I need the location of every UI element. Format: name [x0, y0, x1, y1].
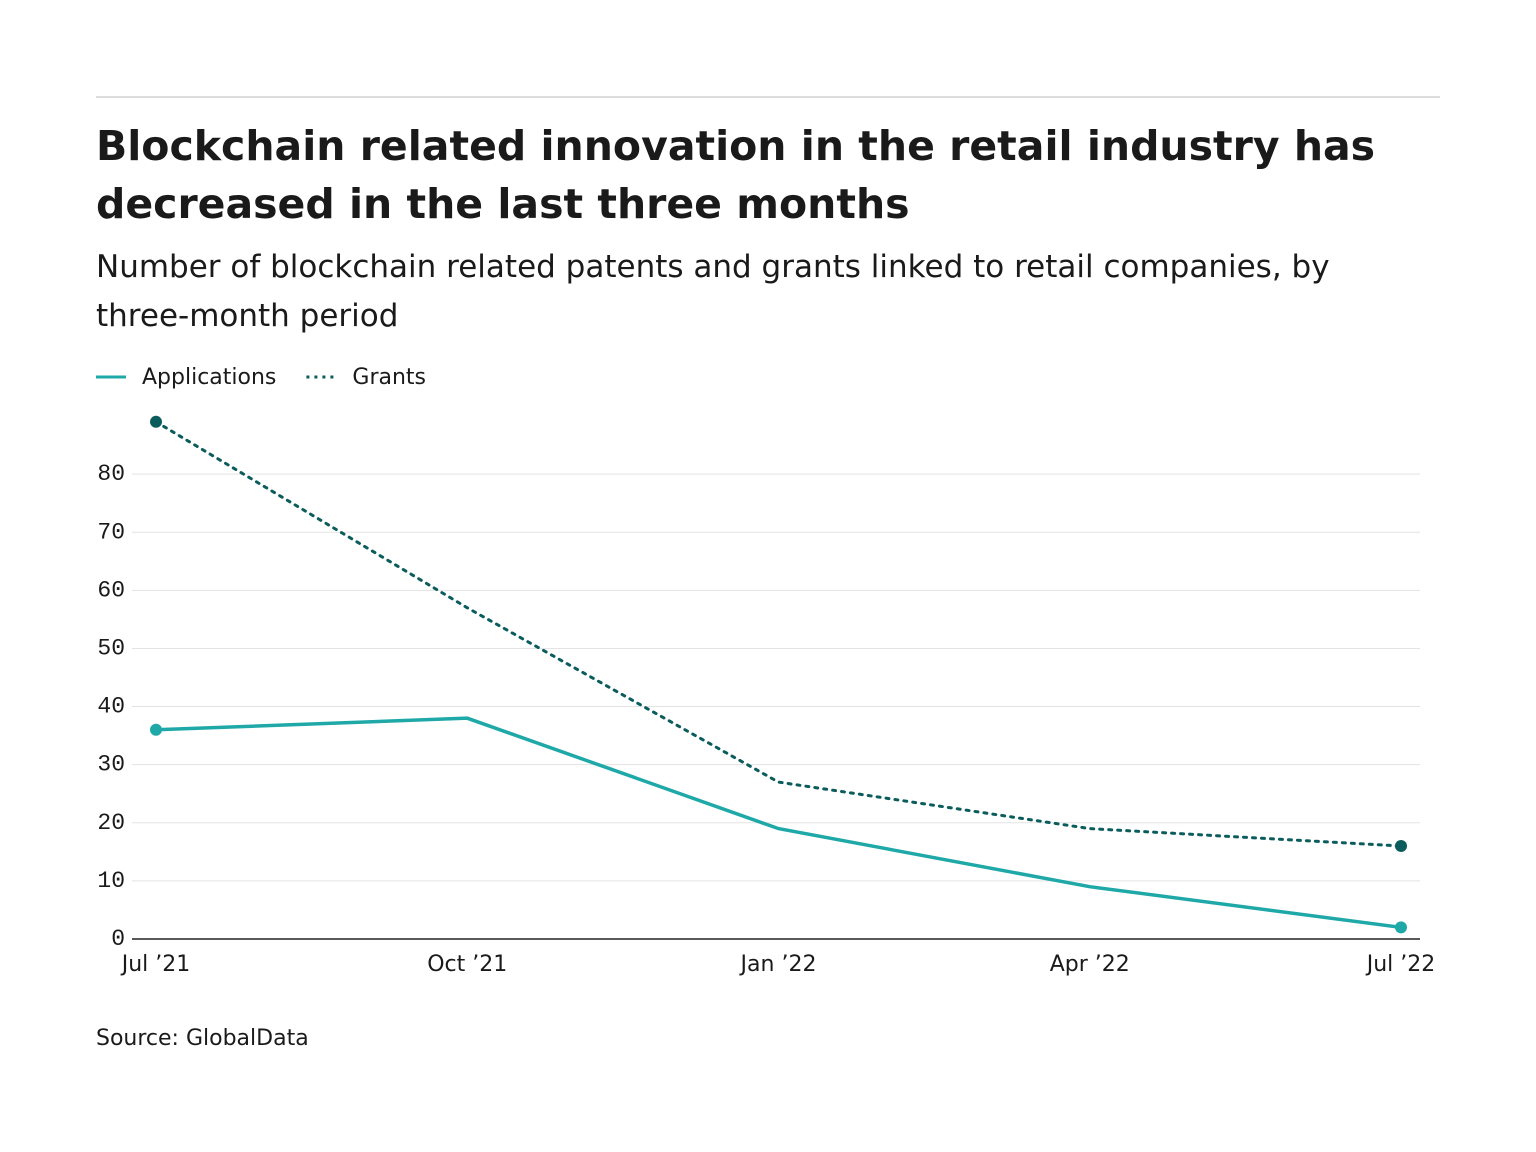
end-marker [150, 723, 162, 736]
y-tick-label: 60 [97, 577, 125, 603]
y-tick-label: 20 [97, 810, 125, 836]
line-series [154, 420, 1403, 848]
y-tick-label: 30 [97, 752, 125, 778]
x-tick-label: Jul ’22 [1365, 952, 1436, 977]
end-marker [1395, 921, 1407, 934]
x-tick-label: Apr ’22 [1050, 952, 1130, 977]
chart-subtitle: Number of blockchain related patents and… [96, 249, 1330, 334]
y-tick-label: 50 [97, 636, 125, 662]
end-marker [150, 415, 162, 428]
line-series [154, 716, 1403, 930]
source: Source: GlobalData [96, 1026, 309, 1051]
x-tick-label: Jan ’22 [739, 952, 817, 977]
x-tick-label: Oct ’21 [427, 952, 507, 977]
legend-label: Grants [352, 365, 426, 390]
legend-label: Applications [142, 365, 276, 390]
y-tick-label: 10 [97, 868, 125, 894]
chart-title: Blockchain related innovation in the ret… [96, 122, 1375, 228]
y-tick-label: 40 [97, 694, 125, 720]
end-marker [1395, 840, 1407, 853]
y-tick-label: 0 [111, 926, 125, 952]
y-tick-label: 70 [97, 519, 125, 545]
x-tick-label: Jul ’21 [120, 952, 191, 977]
y-tick-label: 80 [97, 461, 125, 487]
